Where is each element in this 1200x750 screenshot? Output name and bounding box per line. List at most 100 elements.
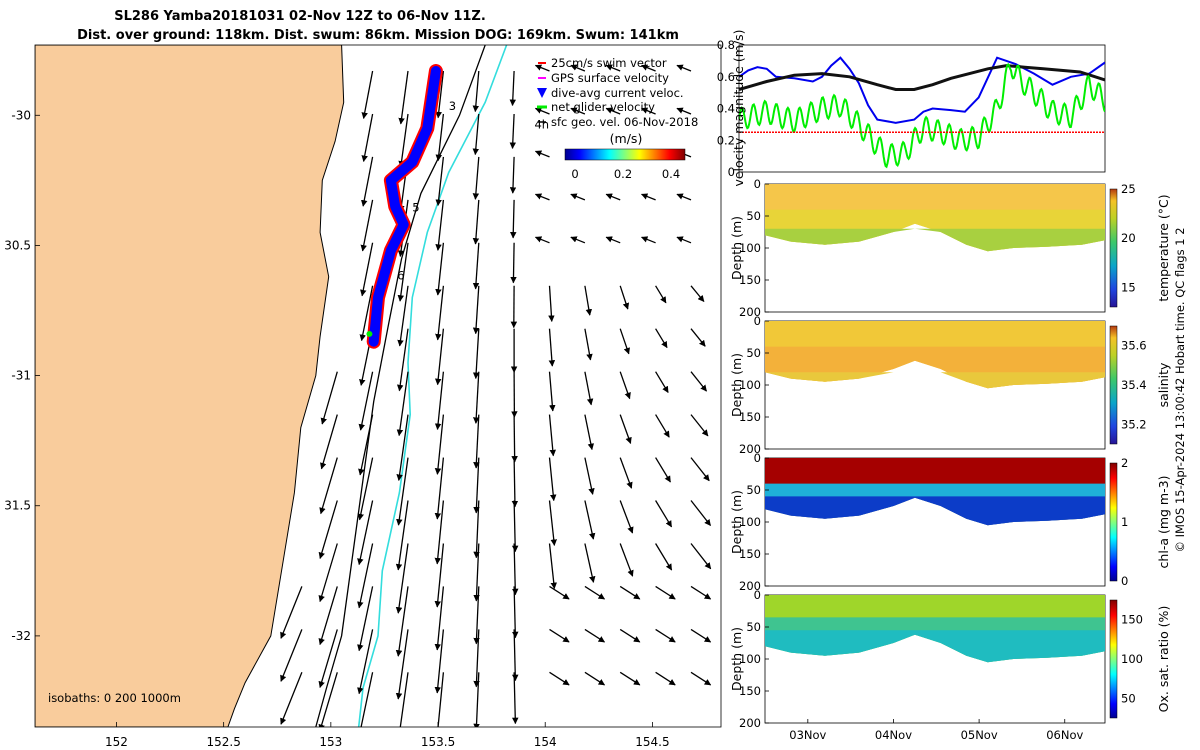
geo-velocity-arrow [473,500,480,559]
geo-velocity-arrow [361,156,374,207]
velocity-series-1 [739,64,1105,91]
geo-velocity-arrow [512,672,519,725]
oxygen-ytick-label: 50 [746,620,761,634]
geo-velocity-arrow [549,628,570,643]
geo-velocity-arrow [509,70,517,107]
salinity-colorbar-label: salinity [1156,362,1171,407]
geo-velocity-arrow [534,236,550,244]
geo-velocity-arrow [472,371,480,424]
geo-velocity-arrow [318,543,338,603]
chl-a-colorbar-tick: 2 [1121,456,1128,470]
geo-velocity-arrow [395,586,409,657]
chl-a-ytick-label: 50 [746,483,761,497]
salinity-colorbar-tick: 35.2 [1121,417,1147,431]
map-annotations: 3 4h 5 6 [397,99,549,282]
oxygen-colorbar-tick: 50 [1121,691,1136,705]
geo-velocity-arrow [435,285,445,341]
velocity-ytick-label: 0.2 [717,133,735,147]
salinity-ytick-label: 200 [739,442,761,456]
oxygen-colorbar-tick: 100 [1121,652,1143,666]
chl-a-ylabel: Depth (m) [729,490,744,554]
geo-velocity-arrow [318,672,338,727]
chl-a-ytick-label: 100 [739,515,761,529]
geo-velocity-arrow [584,414,595,451]
geo-velocity-arrow [690,500,712,527]
geo-velocity-arrow [548,414,556,457]
geo-velocity-arrow [397,242,409,302]
geo-velocity-arrow [655,500,673,528]
geo-velocity-arrow [655,671,676,686]
geo-velocity-arrow [690,414,709,437]
geo-velocity-arrow [584,628,606,643]
map-xtick-label: 153.5 [421,735,455,749]
salinity-ytick-label: 50 [746,346,761,360]
geo-velocity-arrow [676,236,692,244]
velocity-y-ticks: 0 0.2 0.4 0.6 0.8 [717,38,743,179]
temperature-ytick-label: 200 [739,305,761,319]
geo-velocity-arrow [361,70,374,120]
temperature-colorbar-tick: 15 [1121,280,1136,294]
map-xtick-label: 154.5 [635,735,669,749]
legend-geo-label: sfc geo. vel. 06-Nov-2018 [551,115,698,129]
geo-velocity-arrow [619,371,631,400]
geo-velocity-arrow [690,285,705,303]
geo-velocity-arrow [318,586,338,646]
temperature-ytick-label: 100 [739,241,761,255]
geo-velocity-arrow [640,107,656,115]
geo-velocity-arrow [473,586,480,645]
geo-velocity-arrow [690,628,712,643]
geo-velocity-arrow [319,457,338,515]
geo-velocity-arrow [473,629,480,688]
geo-velocity-arrow [548,500,557,546]
geo-velocity-arrow [435,70,445,119]
geo-velocity-arrow [509,113,517,149]
geo-velocity-arrow [511,457,519,508]
geo-velocity-arrow [549,671,570,686]
map-x-ticks: 152 152.5 153 153.5 154 154.5 [105,722,670,749]
geo-velocity-arrow [434,586,445,651]
geo-velocity-arrow [570,193,586,201]
figure-title-line1: SL286 Yamba20181031 02-Nov 12Z to 06-Nov… [114,9,486,24]
chl-a-ytick-label: 0 [754,451,761,465]
time-xtick-label: 06Nov [1046,728,1083,742]
geo-velocity-arrow [655,457,671,483]
geo-velocity-arrow [655,414,670,438]
geo-velocity-arrow [472,70,480,113]
panel-salinity: 0 50 100 150 200 Depth (m) 35.2 35.4 35.6 salinit… [729,314,1171,456]
temperature-ytick-label: 50 [746,209,761,223]
chl-a-colorbar [1109,462,1118,582]
velocity-ytick-label: 0 [728,165,735,179]
geo-velocity-arrow [472,113,480,156]
geo-velocity-arrow [534,150,550,158]
geo-velocity-arrow [584,500,596,540]
map-ytick-label: -30 [11,108,31,122]
geo-velocity-arrow [655,328,668,349]
geo-velocity-arrow [619,628,641,643]
map-colorbar: (m/s) 0 0.2 0.4 [564,131,686,181]
geo-velocity-arrow [434,414,445,475]
map-ytick-label: -32 [11,629,31,643]
salinity-colorbar-tick: 35.6 [1121,339,1147,353]
geo-velocity-arrow [548,371,556,412]
geo-velocity-arrow [473,672,480,727]
chl-a-colorbar-tick: 1 [1121,515,1128,529]
map-y-ticks: -30 30.5 -31 31.5 -32 [4,108,40,643]
geo-velocity-arrow [434,371,445,431]
map-annotation-2: 5 [412,201,419,215]
geo-velocity-arrow [605,236,621,244]
geo-velocity-arrow [619,500,634,534]
geo-velocity-arrow [434,457,445,520]
geo-velocity-arrow [511,500,519,553]
legend-dive-swatch [537,88,547,98]
isobath-1000m [357,45,508,727]
geo-velocity-arrow [318,500,338,560]
geo-velocity-arrow [357,457,374,521]
temperature-colorbar-label: temperature (°C) [1156,194,1171,301]
geo-velocity-arrow [655,285,667,304]
geo-velocity-arrow [435,242,445,296]
temperature-ytick-label: 150 [739,273,761,287]
oxygen-ytick-label: 0 [754,588,761,602]
geo-velocity-arrow [690,457,710,482]
temperature-ytick-label: 0 [754,177,761,191]
